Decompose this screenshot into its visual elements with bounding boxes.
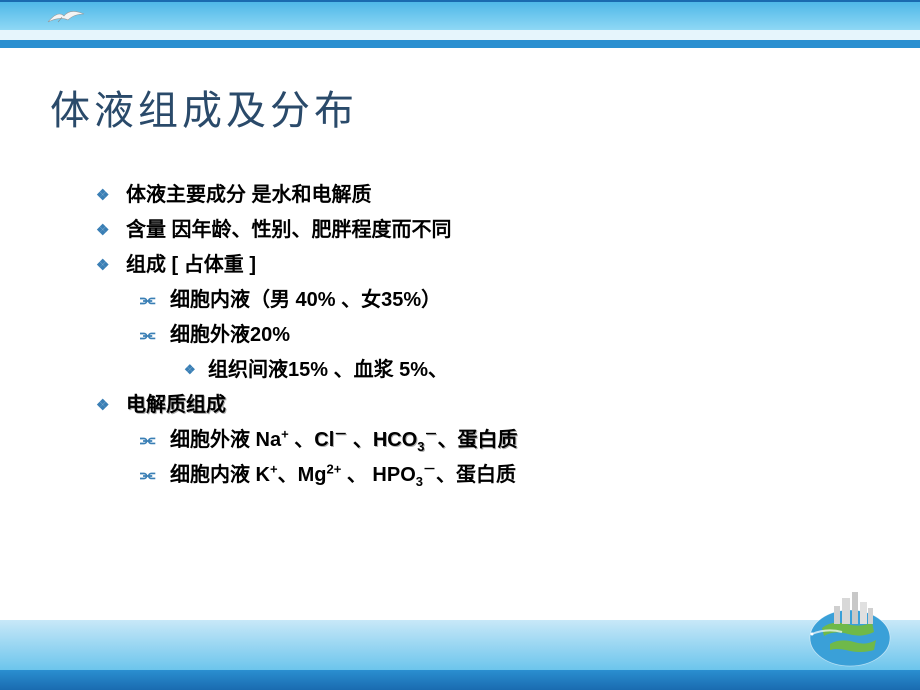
content-block: ❖ 体液主要成分 是水和电解质 ❖ 含量 因年龄、性别、肥胖程度而不同 ❖ 组成… bbox=[96, 180, 860, 495]
seg: 细胞外液 Na bbox=[170, 429, 281, 451]
bullet-line-3b1: ❖ 组织间液15% 、血浆 5%、 bbox=[184, 355, 860, 386]
bullet-line-3: ❖ 组成 [ 占体重 ] bbox=[96, 250, 860, 281]
loop-bullet-icon: ⫘ bbox=[140, 320, 170, 348]
loop-bullet-icon: ⫘ bbox=[140, 425, 170, 453]
diamond-bullet-icon: ❖ bbox=[96, 250, 126, 277]
bullet-line-4: ❖ 电解质组成 bbox=[96, 390, 860, 421]
line-text: 细胞内液 K+、Mg2+ 、 HPO3－、蛋白质 bbox=[170, 460, 860, 491]
bullet-line-5a: ⫘ 细胞外液 Na+ 、Cl－ 、HCO3－、蛋白质 bbox=[140, 425, 860, 456]
bullet-line-3b: ⫘ 细胞外液20% bbox=[140, 320, 860, 351]
superscript: + bbox=[281, 426, 289, 441]
line-text: 电解质组成 bbox=[126, 390, 860, 421]
seg: 、蛋白质 bbox=[436, 464, 516, 486]
seagull-icon bbox=[46, 0, 86, 30]
slide: 体液组成及分布 ❖ 体液主要成分 是水和电解质 ❖ 含量 因年龄、性别、肥胖程度… bbox=[0, 0, 920, 690]
diamond-bullet-icon: ❖ bbox=[96, 390, 126, 417]
loop-bullet-icon: ⫘ bbox=[140, 285, 170, 313]
diamond-bullet-icon: ❖ bbox=[96, 180, 126, 207]
superscript: － bbox=[334, 426, 347, 441]
bullet-line-1: ❖ 体液主要成分 是水和电解质 bbox=[96, 180, 860, 211]
line-text: 组成 [ 占体重 ] bbox=[126, 250, 860, 281]
seg: 细胞内液 K bbox=[170, 464, 270, 486]
superscript: 2+ bbox=[326, 461, 341, 476]
seg: 、蛋白质 bbox=[438, 429, 518, 451]
seg: Cl bbox=[314, 429, 334, 451]
seg: 、HCO bbox=[347, 429, 417, 451]
line-text: 体液主要成分 是水和电解质 bbox=[126, 180, 860, 211]
line-text: 细胞外液 Na+ 、Cl－ 、HCO3－、蛋白质 bbox=[170, 425, 860, 456]
seg: 、 HPO bbox=[341, 464, 415, 486]
globe-city-icon bbox=[792, 578, 902, 668]
diamond-bullet-icon: ❖ bbox=[96, 215, 126, 242]
line-text: 含量 因年龄、性别、肥胖程度而不同 bbox=[126, 215, 860, 246]
seg: 、 bbox=[289, 429, 315, 451]
subscript: 3 bbox=[416, 474, 423, 489]
subscript: 3 bbox=[417, 439, 424, 454]
superscript: + bbox=[270, 461, 278, 476]
small-diamond-icon: ❖ bbox=[184, 355, 208, 380]
superscript: － bbox=[425, 426, 438, 441]
superscript: － bbox=[423, 461, 436, 476]
line-text: 细胞内液（男 40% 、女35%） bbox=[170, 285, 860, 316]
line-text: 细胞外液20% bbox=[170, 320, 860, 351]
loop-bullet-icon: ⫘ bbox=[140, 460, 170, 488]
bullet-line-2: ❖ 含量 因年龄、性别、肥胖程度而不同 bbox=[96, 215, 860, 246]
seg: 、Mg bbox=[278, 464, 327, 486]
bullet-line-3a: ⫘ 细胞内液（男 40% 、女35%） bbox=[140, 285, 860, 316]
bullet-line-5b: ⫘ 细胞内液 K+、Mg2+ 、 HPO3－、蛋白质 bbox=[140, 460, 860, 491]
line-text: 组织间液15% 、血浆 5%、 bbox=[208, 355, 860, 386]
slide-title: 体液组成及分布 bbox=[50, 78, 358, 136]
